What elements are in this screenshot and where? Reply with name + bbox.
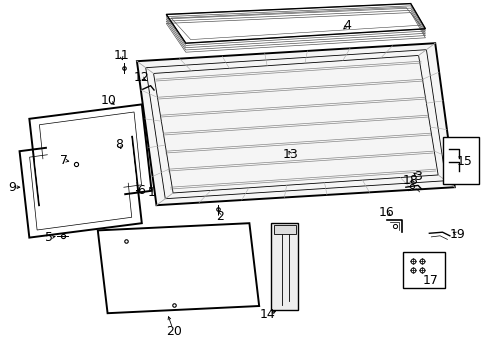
Text: 9: 9 (8, 181, 16, 194)
FancyBboxPatch shape (271, 223, 298, 310)
Text: 12: 12 (134, 71, 149, 84)
Text: 18: 18 (402, 174, 418, 186)
Text: 1: 1 (147, 186, 155, 199)
Text: 16: 16 (378, 206, 393, 219)
Text: 17: 17 (422, 274, 437, 287)
FancyBboxPatch shape (442, 137, 478, 184)
Text: 2: 2 (216, 210, 224, 222)
Text: 3: 3 (413, 170, 421, 183)
Text: 11: 11 (113, 49, 129, 62)
FancyBboxPatch shape (403, 252, 444, 288)
Text: 13: 13 (283, 148, 298, 161)
Text: 6: 6 (137, 184, 144, 197)
Text: 5: 5 (45, 231, 53, 244)
Text: 14: 14 (260, 309, 275, 321)
Text: 15: 15 (456, 156, 471, 168)
Polygon shape (137, 43, 454, 205)
Text: 20: 20 (165, 325, 181, 338)
Polygon shape (35, 149, 126, 225)
FancyBboxPatch shape (273, 225, 295, 234)
Text: 10: 10 (101, 94, 116, 107)
Text: 4: 4 (343, 19, 350, 32)
Polygon shape (107, 229, 249, 308)
Text: 19: 19 (448, 228, 464, 240)
Polygon shape (44, 117, 136, 193)
Text: 8: 8 (115, 138, 122, 150)
Text: 7: 7 (60, 154, 67, 167)
